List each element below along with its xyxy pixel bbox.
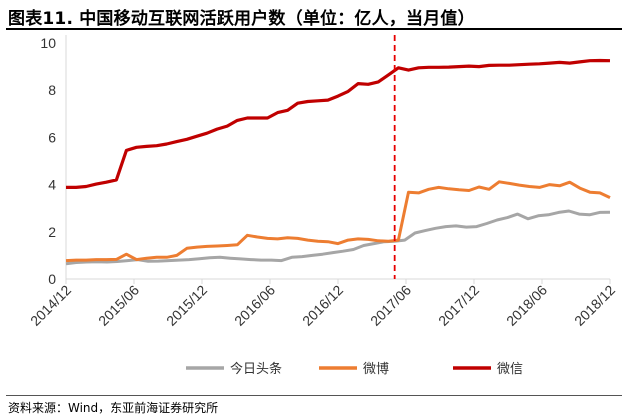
x-tick-label: 2015/12 xyxy=(163,282,210,329)
y-tick-label: 8 xyxy=(48,82,56,98)
x-tick-label: 2016/12 xyxy=(299,282,346,329)
x-tick-label: 2017/12 xyxy=(435,282,482,329)
legend-label: 微信 xyxy=(497,362,523,377)
source-divider xyxy=(6,395,622,396)
x-tick-label: 2017/06 xyxy=(367,282,414,329)
title-divider xyxy=(6,28,622,30)
y-tick-label: 6 xyxy=(48,129,56,145)
legend-label: 今日头条 xyxy=(230,361,282,377)
y-tick-label: 4 xyxy=(48,177,56,193)
x-tick-label: 2014/12 xyxy=(27,282,74,329)
x-tick-label: 2018/06 xyxy=(503,282,550,329)
y-tick-label: 10 xyxy=(40,35,56,51)
x-tick-label: 2016/06 xyxy=(231,282,278,329)
series-line-weixin xyxy=(66,58,611,189)
x-tick-label: 2015/06 xyxy=(95,282,142,329)
legend-label: 微博 xyxy=(363,362,389,377)
x-tick-label: 2018/12 xyxy=(571,282,618,329)
chart-title: 图表11. 中国移动互联网活跃用户数（单位：亿人，当月值） xyxy=(8,9,475,29)
series-line-weibo xyxy=(65,180,611,263)
series-line-toutiao xyxy=(65,209,611,266)
y-tick-label: 2 xyxy=(48,224,56,240)
y-tick-label: 0 xyxy=(48,271,56,287)
source-note: 资料来源：Wind，东亚前海证券研究所 xyxy=(8,401,219,415)
